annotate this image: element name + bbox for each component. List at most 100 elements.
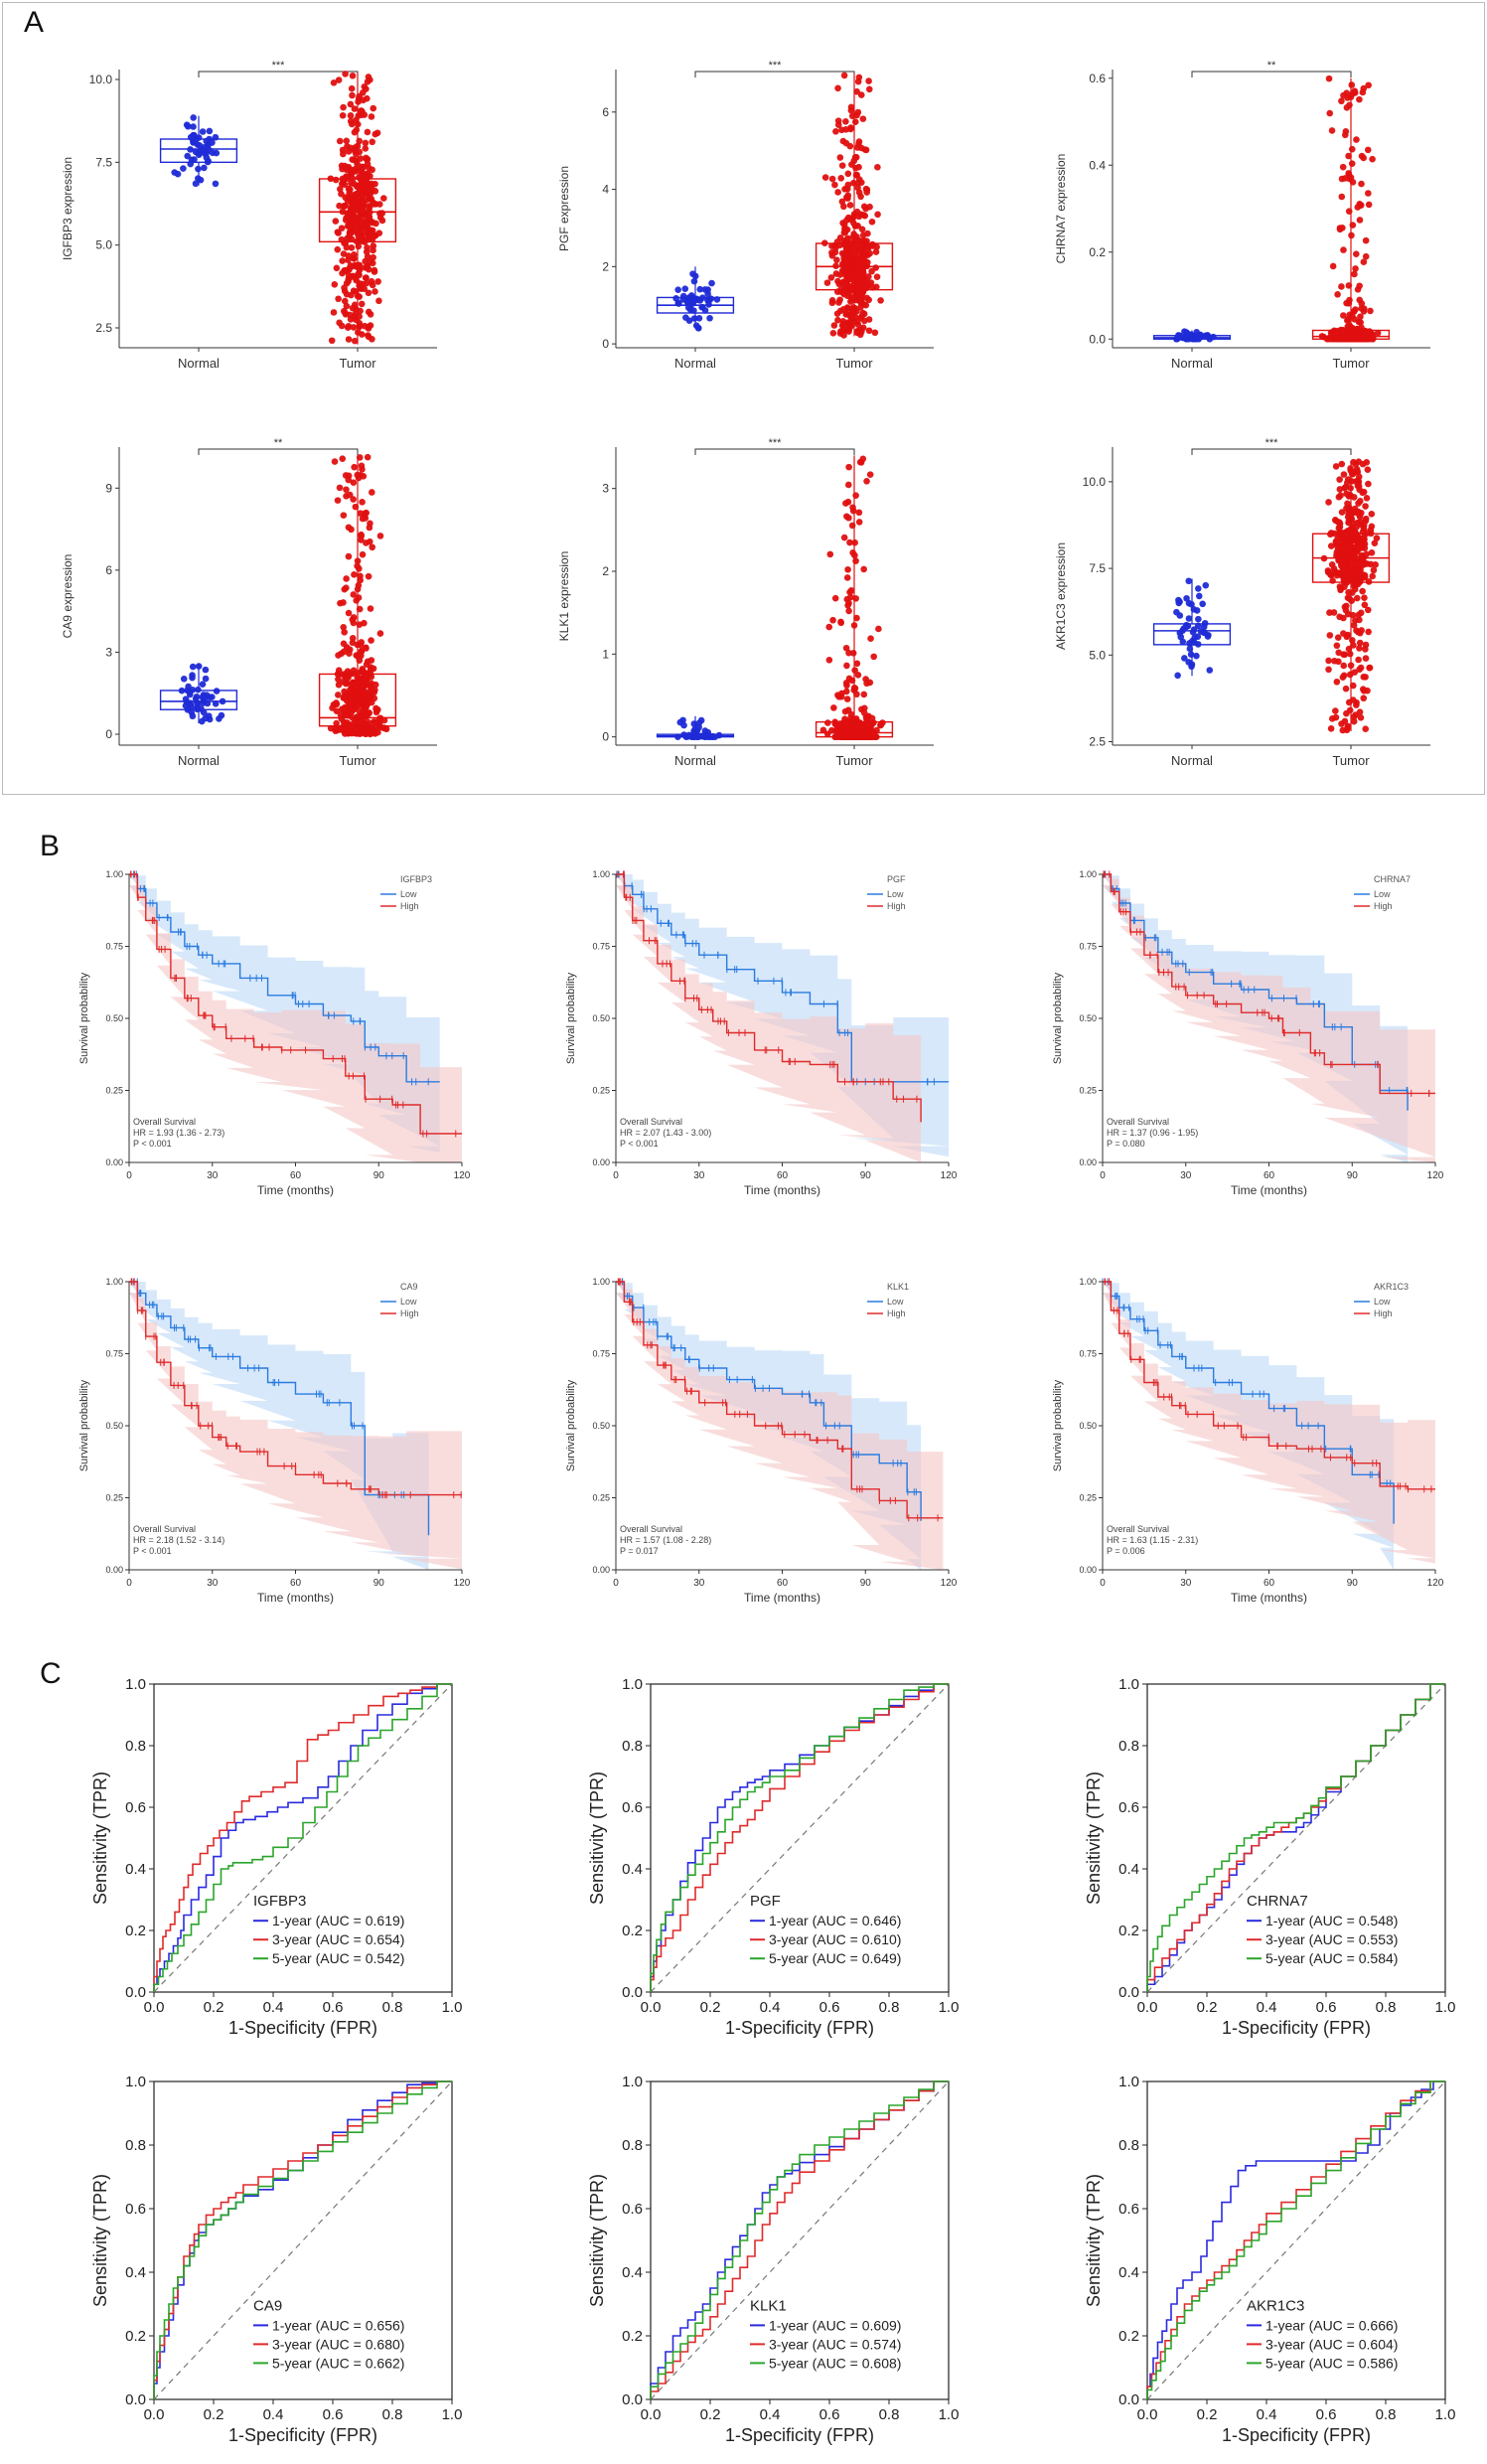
confidence-band [616,1282,922,1570]
x-tick-label: 90 [860,1578,872,1589]
data-point [844,565,851,573]
data-point [1173,608,1180,616]
y-tick-label: 1.00 [1079,869,1097,879]
data-point [845,649,852,657]
data-point [1326,609,1333,616]
data-point [875,625,882,633]
x-tick-label: 30 [1180,1578,1192,1589]
data-point [1340,651,1347,658]
x-tick-label: 60 [1264,1578,1275,1589]
data-point [1353,136,1360,143]
data-point [1348,145,1356,153]
data-point [171,169,179,176]
data-point [1332,707,1339,714]
data-point [857,144,865,152]
data-point [859,231,867,239]
x-tick-label: 60 [777,1578,789,1589]
box-iqr [815,242,894,291]
y-tick-label: 0.50 [592,1421,610,1431]
y-tick-label: 1.0 [622,1676,643,1693]
boxplot-chrna7: 0.0 0.2 0.4 0.6 Normal Tumor CHRNA7 expression… [1054,60,1430,371]
y-tick-label: 0.4 [622,1861,643,1878]
data-point [338,322,346,330]
box-iqr [815,720,894,738]
data-point [365,74,372,80]
y-tick-label: 0.25 [592,1086,610,1096]
x-tick-label: 0.2 [204,1999,224,2016]
x-tick-label: 0 [613,1170,619,1181]
data-point [339,257,347,264]
data-point [861,212,869,220]
data-point [1357,319,1364,326]
data-point [370,201,377,208]
data-point [1338,193,1346,201]
data-point [1185,615,1193,622]
y-tick-label: 1.00 [1079,1277,1097,1287]
data-point [340,624,348,631]
y-tick-label: 0.4 [1089,158,1106,172]
y-tick-label: 0.2 [125,2328,146,2345]
data-point [349,72,357,79]
data-point [828,299,836,307]
data-point [833,724,841,732]
data-point [840,534,848,541]
data-point [347,180,355,187]
roc-plot-klk1: 0.00.0 0.2 0.2 0.4 0.4 0.6 0.6 0.8 0.8 1.0 1.0 1-Sp… [587,2074,959,2445]
y-tick-label: 0.6 [1118,1799,1139,1816]
data-point [838,266,846,274]
data-point [1336,519,1343,527]
data-point [353,652,361,659]
data-point [844,706,852,713]
data-point [842,311,850,318]
x-tick-label: Tumor [339,356,376,371]
x-tick-label: 0.8 [879,2406,900,2423]
data-point [200,708,208,716]
data-point [1340,614,1347,622]
data-point [1350,458,1357,466]
box-iqr [1311,329,1391,340]
roc-curve [650,1683,949,1992]
data-point [1342,685,1350,693]
data-point [851,539,858,546]
stats-annotation: Overall Survival [620,1524,682,1534]
data-point [681,285,689,293]
data-point [358,183,365,190]
x-tick-label: 0.2 [1197,1999,1218,2016]
data-point [369,281,376,289]
data-point [357,641,365,649]
x-tick-label: 60 [290,1578,302,1589]
data-point [1364,606,1372,614]
legend-title: CA9 [253,2297,282,2314]
y-tick-label: 0.6 [1118,2201,1139,2218]
roc-curve [153,1683,452,1992]
data-point [849,179,857,187]
data-point [825,657,833,664]
data-point [356,137,364,145]
data-point [695,314,703,322]
data-point [1356,95,1363,103]
data-point [845,463,852,471]
data-point [841,250,848,257]
data-point [1360,488,1368,496]
data-point [854,223,861,230]
chance-diagonal [650,1683,950,1993]
data-point [1352,265,1359,272]
data-point [676,718,684,726]
x-tick-label: 0 [1100,1170,1106,1181]
data-point [836,154,844,161]
data-point [364,128,372,136]
data-point [1357,572,1364,580]
legend-label: Low [887,889,904,899]
data-point [1339,225,1346,231]
data-point [345,148,353,155]
y-tick-label: 0.6 [125,2201,146,2218]
data-point [201,164,208,172]
data-point [842,139,850,147]
data-point [854,722,861,729]
data-point [1332,330,1340,338]
x-tick-label: Tumor [1332,356,1370,371]
data-point [338,650,345,658]
x-tick-label: Normal [1171,753,1213,768]
data-point [857,269,865,277]
data-point [868,218,876,226]
